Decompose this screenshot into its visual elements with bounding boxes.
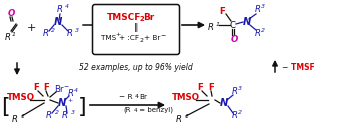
Text: R: R bbox=[255, 5, 261, 15]
Text: + :CF: + :CF bbox=[119, 35, 139, 41]
Text: R: R bbox=[43, 30, 49, 38]
Text: [: [ bbox=[1, 97, 10, 117]
Text: N: N bbox=[220, 98, 228, 108]
Text: N: N bbox=[243, 17, 251, 27]
Text: R: R bbox=[12, 116, 18, 124]
Text: 3: 3 bbox=[75, 29, 79, 33]
Text: 2: 2 bbox=[55, 110, 59, 116]
Text: 2: 2 bbox=[261, 27, 265, 32]
Text: TMSO: TMSO bbox=[7, 94, 35, 102]
Text: +: + bbox=[67, 97, 72, 102]
Text: R: R bbox=[62, 111, 68, 121]
Text: F: F bbox=[219, 8, 225, 17]
Text: O: O bbox=[230, 34, 238, 44]
Text: ]: ] bbox=[78, 97, 87, 117]
Text: Br: Br bbox=[143, 12, 154, 22]
Text: TMS: TMS bbox=[101, 35, 116, 41]
Text: 2: 2 bbox=[238, 109, 242, 115]
Text: 1: 1 bbox=[12, 32, 16, 37]
Text: R: R bbox=[46, 111, 52, 121]
Text: N: N bbox=[54, 17, 62, 27]
Text: −: − bbox=[63, 83, 68, 88]
Text: 4: 4 bbox=[134, 108, 137, 113]
Text: R: R bbox=[232, 88, 238, 96]
Text: 1: 1 bbox=[21, 115, 25, 120]
Text: R: R bbox=[232, 110, 238, 120]
Text: 3: 3 bbox=[261, 4, 265, 10]
Text: R: R bbox=[68, 88, 74, 97]
Text: 1: 1 bbox=[216, 22, 220, 26]
Text: 2: 2 bbox=[139, 16, 144, 22]
Text: 1: 1 bbox=[185, 115, 189, 120]
Text: F: F bbox=[208, 83, 214, 93]
Text: F: F bbox=[197, 83, 203, 93]
Text: R: R bbox=[208, 23, 214, 32]
Text: R: R bbox=[67, 30, 73, 38]
Text: 2: 2 bbox=[140, 38, 144, 43]
Text: = benzyl): = benzyl) bbox=[137, 107, 173, 113]
Text: 4: 4 bbox=[135, 94, 139, 100]
Text: 3: 3 bbox=[71, 110, 75, 116]
Text: R: R bbox=[255, 29, 261, 38]
Text: 52 examples, up to 96% yield: 52 examples, up to 96% yield bbox=[79, 62, 193, 72]
Text: 4: 4 bbox=[65, 4, 69, 10]
Text: +: + bbox=[27, 23, 37, 33]
Text: 2: 2 bbox=[51, 29, 55, 33]
Text: TMSO: TMSO bbox=[172, 94, 200, 102]
Text: −: − bbox=[160, 32, 165, 38]
Text: (R: (R bbox=[123, 107, 131, 113]
Text: R: R bbox=[57, 5, 63, 15]
Text: 3: 3 bbox=[238, 87, 242, 92]
Text: 4: 4 bbox=[74, 88, 78, 93]
FancyBboxPatch shape bbox=[92, 4, 179, 54]
Text: Br: Br bbox=[139, 94, 147, 100]
Text: Br: Br bbox=[54, 85, 63, 94]
Text: +: + bbox=[115, 32, 120, 38]
Text: F: F bbox=[43, 83, 49, 93]
Text: C: C bbox=[230, 20, 236, 30]
Text: − TMSF: − TMSF bbox=[282, 62, 315, 72]
Text: R: R bbox=[5, 32, 11, 41]
Text: ‖: ‖ bbox=[134, 23, 138, 32]
Text: + Br: + Br bbox=[144, 35, 160, 41]
Text: − R: − R bbox=[119, 94, 133, 100]
Text: N: N bbox=[58, 98, 66, 108]
Text: F: F bbox=[33, 83, 39, 93]
Text: TMSCF: TMSCF bbox=[107, 12, 141, 22]
Text: O: O bbox=[7, 9, 15, 18]
Text: R: R bbox=[176, 116, 182, 124]
